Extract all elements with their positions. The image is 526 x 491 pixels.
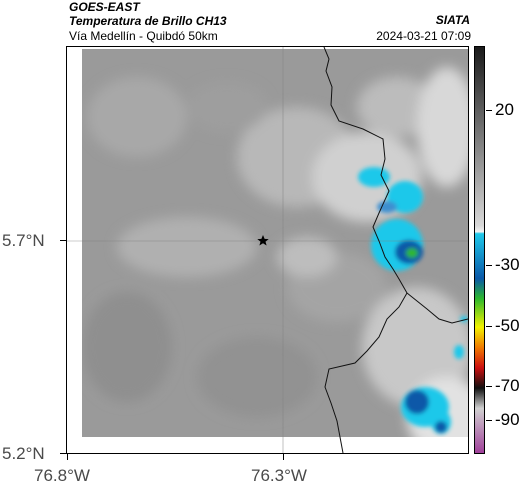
colorbar-tick	[486, 110, 492, 111]
colorbar-tick	[486, 386, 492, 387]
satellite-title: GOES-EAST	[69, 0, 140, 14]
x-tick-label-76-3: 76.3°W	[251, 466, 307, 485]
y-tick-label-5-7: 5.7°N	[2, 231, 45, 250]
x-tick-mark	[67, 454, 68, 460]
political-borders	[323, 47, 468, 453]
map-gridlines	[67, 47, 468, 453]
colorbar-label-minus-70: -70	[495, 376, 520, 395]
organization-label: SIATA	[435, 13, 470, 27]
y-tick-mark	[60, 453, 66, 454]
colorbar-label-minus-50: -50	[495, 316, 520, 335]
colorbar-tick	[486, 326, 492, 327]
x-tick-mark	[283, 454, 284, 460]
colorbar-label-20: 20	[495, 100, 514, 119]
temperature-colorbar	[474, 46, 485, 454]
product-title: Temperatura de Brillo CH13	[69, 14, 227, 28]
satellite-map[interactable]	[66, 46, 469, 454]
colorbar-tick	[486, 265, 492, 266]
star-marker	[257, 235, 269, 246]
datetime-label: 2024-03-21 07:09	[376, 29, 471, 43]
brightness-temperature-field	[67, 47, 468, 453]
colorbar-label-minus-30: -30	[495, 255, 520, 274]
y-tick-mark	[60, 240, 66, 241]
colorbar-tick	[486, 420, 492, 421]
region-subtitle: Vía Medellín - Quibdó 50km	[69, 29, 218, 43]
x-tick-label-76-8: 76.8°W	[34, 466, 90, 485]
y-tick-label-5-2: 5.2°N	[2, 444, 45, 463]
colorbar-label-minus-90: -90	[495, 410, 520, 429]
